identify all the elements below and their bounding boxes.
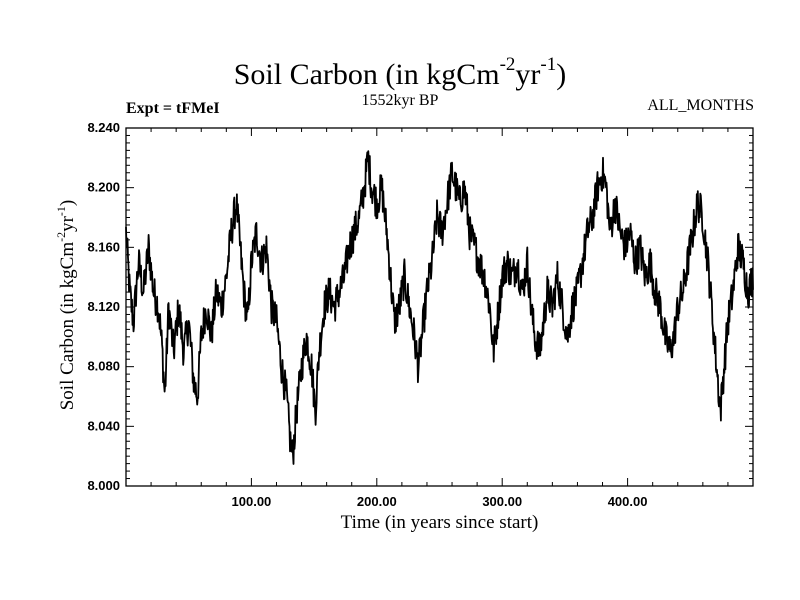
x-axis: 100.00 200.00 300.00 400.00 xyxy=(150,128,754,509)
chart-title: Soil Carbon (in kgCm-2yr-1) xyxy=(233,54,567,91)
x-tick-label: 300.00 xyxy=(482,494,522,509)
x-tick-label: 400.00 xyxy=(608,494,648,509)
months-label: ALL_MONTHS xyxy=(647,97,754,114)
series-group xyxy=(125,150,754,465)
y-axis: 8.000 8.040 8.080 8.120 8.160 8.200 8.240 xyxy=(87,120,753,493)
x-tick-label: 100.00 xyxy=(232,494,272,509)
x-tick-label: 200.00 xyxy=(357,494,397,509)
chart-subtitle: 1552kyr BP xyxy=(361,92,439,109)
y-tick-label: 8.160 xyxy=(87,239,120,254)
y-tick-label: 8.200 xyxy=(87,180,120,195)
series-line xyxy=(125,150,754,465)
experiment-label: Expt = tFMeI xyxy=(126,100,220,117)
y-tick-label: 8.120 xyxy=(87,299,120,314)
y-tick-label: 8.240 xyxy=(87,120,120,135)
y-tick-label: 8.000 xyxy=(87,478,120,493)
y-axis-label: Soil Carbon (in kgCm-2yr-1) xyxy=(54,199,78,411)
y-tick-label: 8.080 xyxy=(87,359,120,374)
y-tick-label: 8.040 xyxy=(87,418,120,433)
x-axis-label: Time (in years since start) xyxy=(340,512,539,533)
